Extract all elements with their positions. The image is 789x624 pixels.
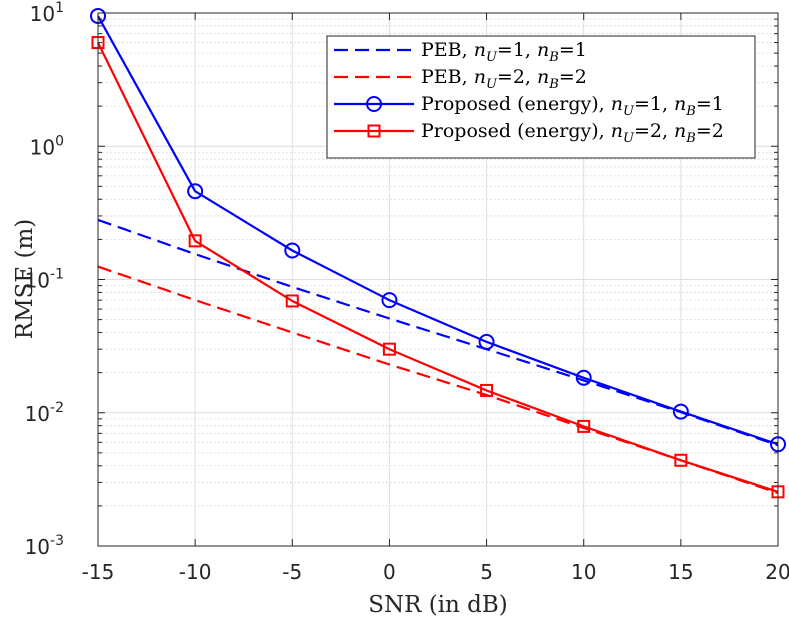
legend-label-text: =1, bbox=[634, 93, 674, 115]
x-tick-label: 20 bbox=[765, 560, 789, 584]
y-tick-label: 101 bbox=[30, 0, 64, 26]
legend-label-text: =2, bbox=[497, 66, 537, 88]
y-tick-label: 100 bbox=[30, 133, 64, 159]
legend-label-var: n bbox=[474, 66, 486, 88]
data-point-square bbox=[188, 234, 202, 248]
series-layer bbox=[90, 7, 786, 499]
y-tick-label: 10-3 bbox=[25, 533, 64, 559]
data-point-circle bbox=[381, 292, 398, 309]
y-tick-label: 10-2 bbox=[25, 400, 64, 426]
legend-label-text: Proposed (energy), bbox=[421, 93, 611, 115]
y-tick-exponent: -1 bbox=[50, 267, 64, 283]
data-point-circle bbox=[478, 333, 495, 350]
x-tick-label: 0 bbox=[383, 560, 396, 584]
x-tick-label: 5 bbox=[480, 560, 493, 584]
y-tick-labels: 10-3 10-2 1 0 -1 100 101 bbox=[25, 0, 64, 559]
legend-marker-square bbox=[367, 124, 381, 138]
legend-label-text: PEB, bbox=[421, 66, 474, 88]
x-tick-label: 10 bbox=[571, 560, 596, 584]
data-point-square bbox=[480, 383, 494, 397]
data-point-circle bbox=[575, 369, 592, 386]
legend-label-text: PEB, bbox=[421, 39, 474, 61]
x-tick-label: -5 bbox=[282, 560, 302, 584]
legend-label-var: n bbox=[537, 39, 549, 61]
legend-label-text: =1 bbox=[559, 39, 587, 61]
legend-label-subscript: B bbox=[548, 50, 559, 65]
data-point-circle bbox=[187, 183, 204, 200]
legend-label: PEB, nU=1, nB=1 bbox=[421, 39, 587, 65]
legend-label-subscript: U bbox=[486, 50, 498, 65]
legend-label-subscript: B bbox=[685, 131, 696, 146]
legend-label-text: =2, bbox=[634, 120, 674, 142]
x-tick-labels: -15 -10 -5 0 5 10 15 20 bbox=[82, 560, 789, 584]
data-point-square bbox=[577, 419, 591, 433]
y-tick-exponent: -2 bbox=[50, 400, 64, 416]
x-tick-label: -15 bbox=[82, 560, 115, 584]
legend-label-text: =1 bbox=[696, 93, 724, 115]
legend-label-var: n bbox=[674, 93, 686, 115]
legend-label: Proposed (energy), nU=1, nB=1 bbox=[421, 93, 724, 119]
legend-label-subscript: B bbox=[548, 77, 559, 92]
x-axis-title: SNR (in dB) bbox=[368, 592, 508, 618]
legend-label-subscript: B bbox=[685, 104, 696, 119]
legend-label: PEB, nU=2, nB=2 bbox=[421, 66, 587, 92]
legend-label-text: =2 bbox=[559, 66, 587, 88]
data-point-square bbox=[674, 453, 688, 467]
legend-label-subscript: U bbox=[623, 131, 635, 146]
y-tick-exponent: -3 bbox=[50, 533, 64, 549]
y-tick-exponent: 1 bbox=[55, 0, 64, 16]
y-tick-exponent: 0 bbox=[55, 133, 64, 149]
legend-label-var: n bbox=[611, 120, 623, 142]
x-tick-label: -10 bbox=[179, 560, 212, 584]
series-line bbox=[97, 42, 779, 493]
legend-label-var: n bbox=[537, 66, 549, 88]
legend-label-var: n bbox=[611, 93, 623, 115]
data-point-square bbox=[285, 294, 299, 308]
tick-layer bbox=[97, 12, 779, 547]
legend-label-text: =1, bbox=[497, 39, 537, 61]
legend-label-text: =2 bbox=[696, 120, 724, 142]
legend-label: Proposed (energy), nU=2, nB=2 bbox=[421, 120, 724, 146]
y-axis-title: RMSE (m) bbox=[12, 219, 38, 339]
data-point-circle bbox=[284, 242, 301, 259]
x-tick-label: 15 bbox=[668, 560, 693, 584]
legend-marker-circle bbox=[366, 96, 382, 112]
legend-box bbox=[326, 35, 756, 159]
legend-label-var: n bbox=[474, 39, 486, 61]
data-point-circle bbox=[672, 403, 689, 420]
legend-label-text: Proposed (energy), bbox=[421, 120, 611, 142]
legend-label-subscript: U bbox=[486, 77, 498, 92]
data-point-square bbox=[382, 342, 396, 356]
series-line bbox=[97, 15, 779, 446]
legend-label-subscript: U bbox=[623, 104, 635, 119]
legend-label-var: n bbox=[674, 120, 686, 142]
minor-grid bbox=[98, 18, 778, 507]
